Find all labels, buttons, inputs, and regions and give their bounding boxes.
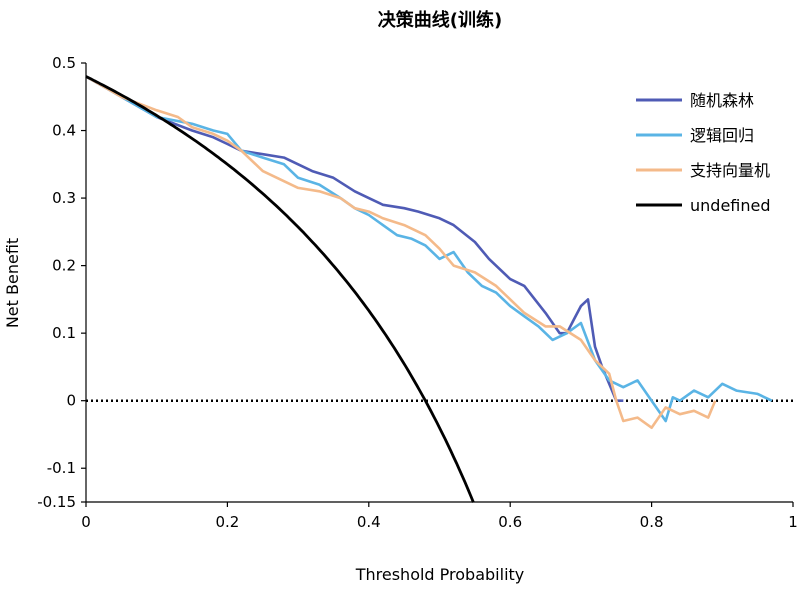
axes: 0 0.2 0.4 0.6 0.8 1 -0.15 -0.1 0 0.1 0.2 0.3 0.4 0.5 bbox=[37, 54, 798, 531]
y-tick-label: 0.2 bbox=[52, 257, 76, 275]
x-tick-label: 0.4 bbox=[357, 513, 381, 531]
legend-label-2: 支持向量机 bbox=[690, 161, 770, 180]
y-tick-label: 0.1 bbox=[52, 324, 76, 342]
y-tick-label: 0 bbox=[66, 392, 76, 410]
x-tick-label: 0.8 bbox=[640, 513, 664, 531]
series-line-3 bbox=[85, 75, 475, 503]
legend-label-0: 随机森林 bbox=[690, 91, 754, 110]
y-tick-label: -0.1 bbox=[47, 459, 76, 477]
x-axis-label: Threshold Probability bbox=[355, 565, 525, 584]
y-tick-label: -0.15 bbox=[37, 493, 76, 511]
legend-label-3: undefined bbox=[690, 196, 771, 215]
chart-title: 决策曲线(训练) bbox=[378, 9, 502, 31]
x-tick-label: 1 bbox=[788, 513, 798, 531]
y-axis-label: Net Benefit bbox=[3, 238, 22, 328]
x-tick-label: 0.6 bbox=[498, 513, 522, 531]
y-tick-label: 0.4 bbox=[52, 122, 76, 140]
series-line-0 bbox=[85, 75, 624, 402]
series-line-1 bbox=[85, 75, 773, 423]
y-tick-label: 0.5 bbox=[52, 54, 76, 72]
x-tick-label: 0 bbox=[81, 513, 91, 531]
x-tick-label: 0.2 bbox=[215, 513, 239, 531]
legend-label-1: 逻辑回归 bbox=[690, 126, 754, 145]
y-tick-label: 0.3 bbox=[52, 189, 76, 207]
series-line-2 bbox=[85, 75, 717, 429]
series-layer bbox=[85, 75, 773, 503]
